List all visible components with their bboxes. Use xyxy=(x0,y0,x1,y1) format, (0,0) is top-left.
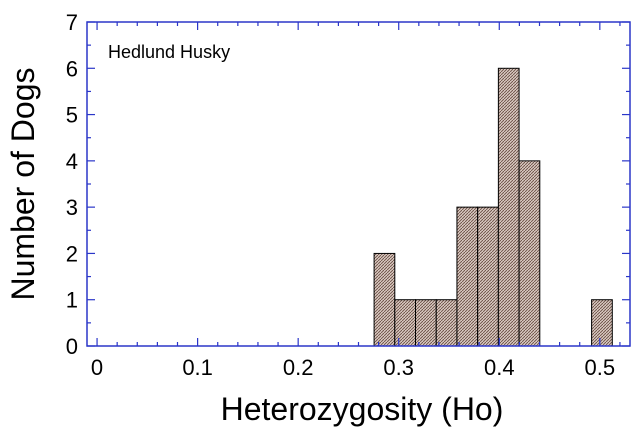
histogram-bar xyxy=(394,299,417,347)
y-tick-label: 2 xyxy=(66,241,78,266)
y-tick-label: 1 xyxy=(66,288,78,313)
histogram-bar xyxy=(477,206,499,347)
histogram-bar xyxy=(373,252,396,347)
chart-annotation: Hedlund Husky xyxy=(108,42,230,62)
histogram-bar xyxy=(415,299,437,347)
y-tick-label: 5 xyxy=(66,103,78,128)
y-tick-label: 4 xyxy=(66,149,78,174)
y-tick-label: 6 xyxy=(66,56,78,81)
y-tick-label: 7 xyxy=(66,10,78,35)
histogram-bar xyxy=(497,67,520,347)
bars-group xyxy=(373,67,613,347)
y-tick-label: 3 xyxy=(66,195,78,220)
histogram-bar xyxy=(591,299,613,347)
x-axis-title: Heterozygosity (Ho) xyxy=(221,391,504,427)
x-tick-label: 0.2 xyxy=(283,355,314,380)
histogram-bar xyxy=(435,299,458,347)
histogram-bar xyxy=(456,206,479,347)
x-tick-label: 0 xyxy=(91,355,103,380)
histogram-bar xyxy=(518,160,541,347)
plot-frame xyxy=(86,21,631,347)
x-tick-label: 0.4 xyxy=(484,355,515,380)
x-tick-labels: 0 0.1 0.2 0.3 0.4 0.5 xyxy=(91,355,615,380)
axis-ticks xyxy=(87,21,630,347)
x-tick-label: 0.5 xyxy=(585,355,616,380)
x-tick-label: 0.1 xyxy=(182,355,213,380)
y-tick-labels: 0 1 2 3 4 5 6 7 xyxy=(66,10,78,359)
y-tick-label: 0 xyxy=(66,334,78,359)
y-axis-title: Number of Dogs xyxy=(5,68,41,301)
x-tick-label: 0.3 xyxy=(383,355,414,380)
